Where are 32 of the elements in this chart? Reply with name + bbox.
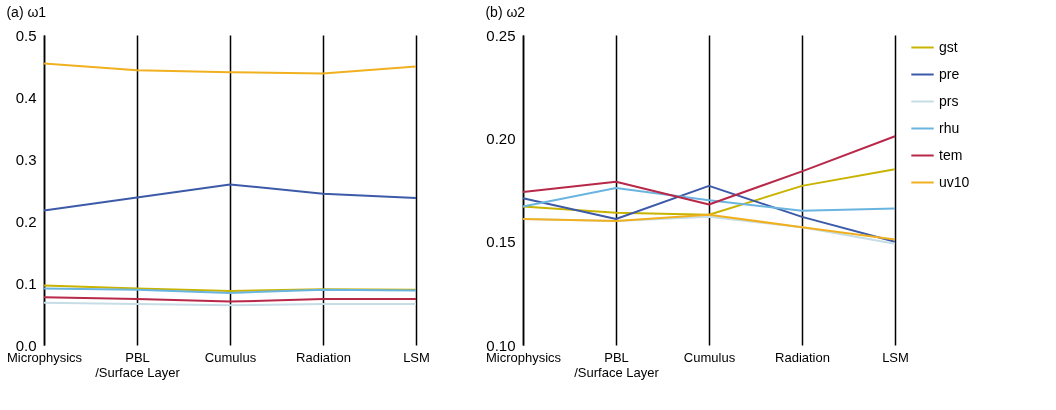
y-tick-label: 0.3 (15, 150, 37, 168)
x-tick-label: LSM (882, 349, 909, 365)
y-tick-label: 0.15 (486, 233, 516, 251)
line-series (522, 186, 896, 212)
line-series (522, 184, 896, 243)
legend-label: gst (939, 38, 958, 55)
chart-title: (b) ω2 (485, 4, 526, 20)
y-tick-label: 0.20 (486, 129, 516, 147)
legend-label: pre (939, 65, 960, 82)
y-tick-label: 0.2 (15, 212, 37, 230)
line-series (522, 135, 896, 206)
x-tick-label: PBL /Surface Layer (95, 349, 181, 380)
chart-title: (a) ω1 (6, 4, 47, 20)
x-tick-label: PBL /Surface Layer (574, 349, 660, 380)
legend-label: rhu (939, 119, 960, 136)
y-tick-label: 0.0 (15, 336, 37, 354)
line-series (522, 168, 896, 216)
x-tick-label: Cumulus (204, 349, 257, 365)
y-tick-label: 0.25 (486, 26, 516, 44)
y-tick-label: 0.10 (486, 336, 516, 354)
line-series (43, 183, 417, 212)
x-tick-label: Radiation (296, 349, 351, 365)
y-tick-label: 0.1 (15, 274, 37, 292)
legend-label: prs (939, 92, 959, 109)
line-series (43, 62, 417, 75)
legend-label: tem (939, 146, 963, 163)
y-tick-label: 0.5 (15, 26, 37, 44)
x-tick-label: Radiation (775, 349, 830, 365)
x-tick-label: Cumulus (683, 349, 736, 365)
x-tick-label: LSM (403, 349, 430, 365)
legend-label: uv10 (939, 173, 970, 190)
y-tick-label: 0.4 (15, 88, 37, 106)
